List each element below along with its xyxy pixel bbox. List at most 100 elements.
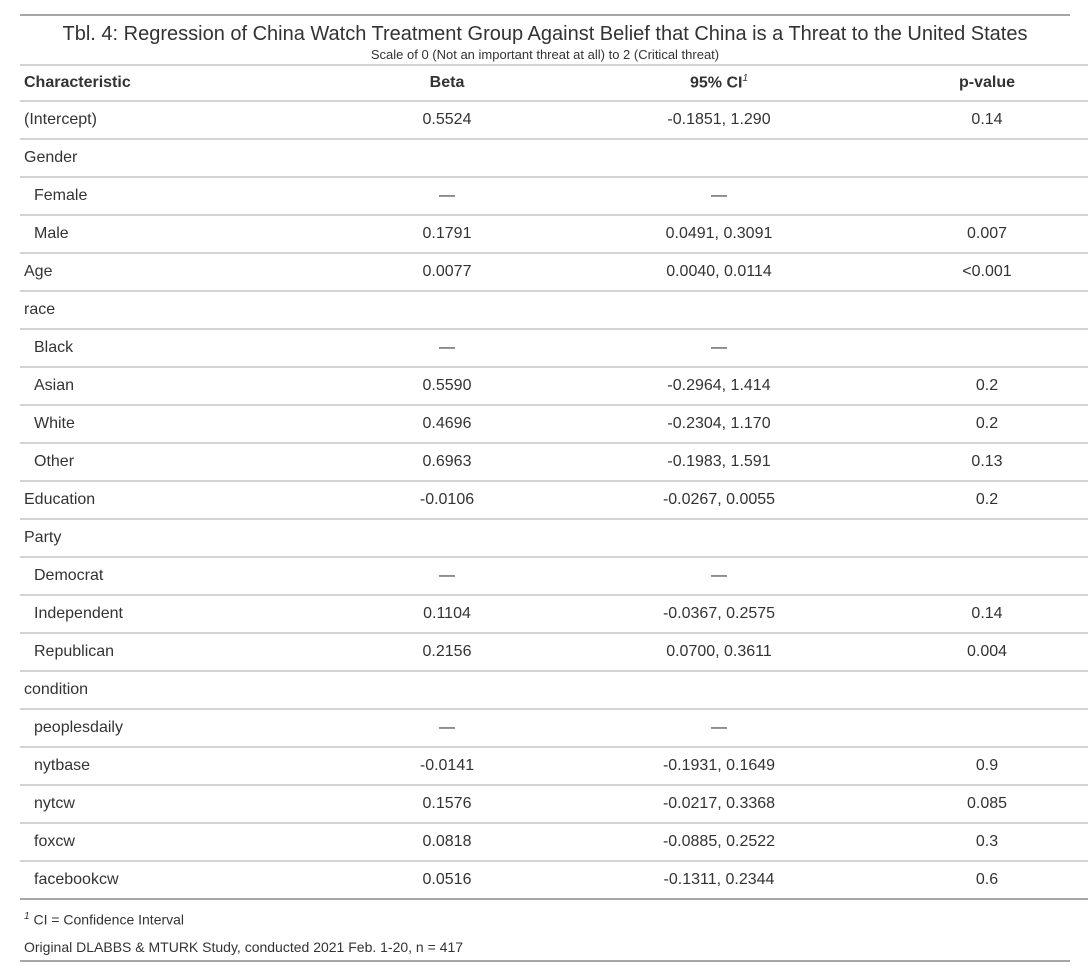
table-row: Asian 0.5590 -0.2964, 1.414 0.2 [20,367,1088,406]
table-row: Independent 0.1104 -0.0367, 0.2575 0.14 [20,595,1088,634]
table-row: Female — — [20,177,1088,216]
beta-cell: 0.0077 [328,253,566,292]
ci-cell [566,291,872,330]
row-label: Gender [20,139,328,178]
ci-cell: -0.2304, 1.170 [566,405,872,444]
table-row: (Intercept) 0.5524 -0.1851, 1.290 0.14 [20,101,1088,140]
beta-cell: 0.1791 [328,215,566,254]
beta-cell: 0.1104 [328,595,566,634]
beta-cell: — [328,557,566,596]
beta-cell: 0.1576 [328,785,566,824]
row-label: facebookcw [20,861,328,900]
beta-cell [328,519,566,558]
footnote: 1 CI = Confidence Interval [20,900,1070,928]
pvalue-cell [872,291,1088,330]
table-row: Male 0.1791 0.0491, 0.3091 0.007 [20,215,1088,254]
pvalue-cell: 0.14 [872,595,1088,634]
beta-cell: — [328,177,566,216]
ci-cell: 0.0491, 0.3091 [566,215,872,254]
ci-cell: 0.0700, 0.3611 [566,633,872,672]
table-row: nytcw 0.1576 -0.0217, 0.3368 0.085 [20,785,1088,824]
table-row: Education -0.0106 -0.0267, 0.0055 0.2 [20,481,1088,520]
pvalue-cell [872,671,1088,710]
row-label: Male [20,215,328,254]
beta-cell [328,139,566,178]
row-label: peoplesdaily [20,709,328,748]
pvalue-cell: 0.085 [872,785,1088,824]
column-header-beta: Beta [328,64,566,102]
row-label: White [20,405,328,444]
ci-cell [566,671,872,710]
column-header-characteristic: Characteristic [20,64,328,102]
table-row: Other 0.6963 -0.1983, 1.591 0.13 [20,443,1088,482]
pvalue-cell: 0.004 [872,633,1088,672]
pvalue-cell: 0.14 [872,101,1088,140]
beta-cell: 0.0818 [328,823,566,862]
row-label: nytcw [20,785,328,824]
row-label: condition [20,671,328,710]
pvalue-cell [872,519,1088,558]
pvalue-cell: 0.13 [872,443,1088,482]
row-label: Other [20,443,328,482]
ci-cell: -0.0367, 0.2575 [566,595,872,634]
row-label: Black [20,329,328,368]
table-row: foxcw 0.0818 -0.0885, 0.2522 0.3 [20,823,1088,862]
ci-cell: -0.0885, 0.2522 [566,823,872,862]
ci-cell: — [566,329,872,368]
beta-cell: 0.4696 [328,405,566,444]
row-label: Asian [20,367,328,406]
beta-cell [328,291,566,330]
ci-cell: -0.1851, 1.290 [566,101,872,140]
footnote-marker: 1 [742,73,749,85]
ci-cell: -0.1931, 0.1649 [566,747,872,786]
row-label: Democrat [20,557,328,596]
pvalue-cell [872,709,1088,748]
beta-cell: 0.6963 [328,443,566,482]
ci-cell: — [566,177,872,216]
pvalue-cell: 0.2 [872,405,1088,444]
regression-table-figure: Tbl. 4: Regression of China Watch Treatm… [20,14,1088,962]
column-header-ci: 95% CI1 [566,64,872,102]
pvalue-cell: 0.2 [872,367,1088,406]
ci-cell: -0.0217, 0.3368 [566,785,872,824]
beta-cell: 0.2156 [328,633,566,672]
table-row: Party [20,519,1088,558]
table-row: Gender [20,139,1088,178]
row-label: race [20,291,328,330]
table-body: (Intercept) 0.5524 -0.1851, 1.290 0.14 Gende… [20,101,1088,900]
beta-cell: — [328,329,566,368]
ci-cell: — [566,709,872,748]
beta-cell: -0.0141 [328,747,566,786]
footnote-marker: 1 [24,911,30,922]
table-title: Tbl. 4: Regression of China Watch Treatm… [20,14,1070,46]
pvalue-cell: 0.007 [872,215,1088,254]
column-header-pvalue: p-value [872,64,1088,102]
pvalue-cell [872,329,1088,368]
header-row: Characteristic Beta 95% CI1 p-value [20,64,1088,102]
ci-cell [566,519,872,558]
regression-table: Characteristic Beta 95% CI1 p-value (Int… [20,64,1088,900]
pvalue-cell [872,139,1088,178]
pvalue-cell [872,177,1088,216]
table-row: Age 0.0077 0.0040, 0.0114 <0.001 [20,253,1088,292]
table-row: nytbase -0.0141 -0.1931, 0.1649 0.9 [20,747,1088,786]
table-row: facebookcw 0.0516 -0.1311, 0.2344 0.6 [20,861,1088,900]
ci-cell [566,139,872,178]
table-row: White 0.4696 -0.2304, 1.170 0.2 [20,405,1088,444]
beta-cell: 0.5590 [328,367,566,406]
pvalue-cell [872,557,1088,596]
beta-cell: -0.0106 [328,481,566,520]
row-label: Female [20,177,328,216]
row-label: foxcw [20,823,328,862]
row-label: Independent [20,595,328,634]
beta-cell [328,671,566,710]
row-label: Age [20,253,328,292]
table-row: Black — — [20,329,1088,368]
pvalue-cell: 0.9 [872,747,1088,786]
table-row: condition [20,671,1088,710]
beta-cell: 0.0516 [328,861,566,900]
table-subtitle: Scale of 0 (Not an important threat at a… [370,47,720,62]
table-row: Republican 0.2156 0.0700, 0.3611 0.004 [20,633,1088,672]
pvalue-cell: 0.6 [872,861,1088,900]
pvalue-cell: <0.001 [872,253,1088,292]
